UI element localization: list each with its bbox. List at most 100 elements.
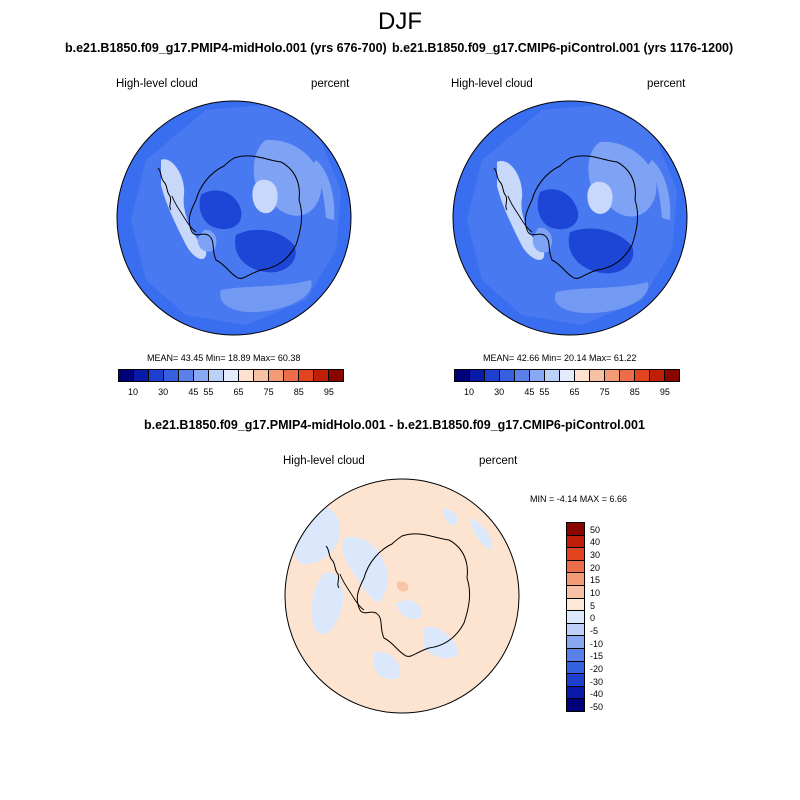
right-colorbar bbox=[454, 369, 680, 382]
colorbar-tick-label: 30 bbox=[158, 387, 169, 397]
colorbar-swatch bbox=[269, 370, 284, 381]
colorbar-swatch bbox=[650, 370, 665, 381]
diff-colorbar bbox=[566, 522, 585, 712]
colorbar-swatch bbox=[567, 560, 584, 574]
colorbar-tick-label: 55 bbox=[539, 387, 550, 397]
colorbar-swatch bbox=[567, 636, 584, 649]
colorbar-tick-label: 45 bbox=[524, 387, 535, 397]
colorbar-swatch bbox=[635, 370, 650, 381]
colorbar-swatch bbox=[470, 370, 485, 381]
peninsula-coastline bbox=[171, 195, 197, 233]
diff-variable-label: High-level cloud bbox=[283, 455, 365, 467]
colorbar-tick-label: 50 bbox=[590, 524, 601, 535]
antarctica-coastline bbox=[524, 155, 639, 279]
colorbar-swatch bbox=[665, 370, 679, 381]
map-zone bbox=[497, 160, 545, 260]
colorbar-tick-label: 75 bbox=[599, 387, 610, 397]
figure-title: DJF bbox=[378, 8, 422, 35]
colorbar-swatch bbox=[119, 370, 134, 381]
left-colorbar bbox=[118, 369, 344, 382]
left-stats: MEAN= 43.45 Min= 18.89 Max= 60.38 bbox=[147, 353, 301, 363]
colorbar-swatch bbox=[567, 661, 584, 675]
map-zone bbox=[373, 652, 400, 680]
colorbar-swatch bbox=[560, 370, 575, 381]
diff-stats: MIN = -4.14 MAX = 6.66 bbox=[530, 494, 628, 504]
colorbar-tick-label: 55 bbox=[203, 387, 214, 397]
colorbar-tick-label: 95 bbox=[323, 387, 334, 397]
colorbar-swatch bbox=[515, 370, 530, 381]
colorbar-swatch bbox=[567, 598, 584, 612]
colorbar-swatch bbox=[134, 370, 149, 381]
colorbar-swatch bbox=[567, 611, 584, 624]
colorbar-tick-label: 30 bbox=[590, 549, 601, 560]
map-zone bbox=[311, 572, 344, 635]
map-zone bbox=[587, 181, 613, 214]
colorbar-swatch bbox=[567, 573, 584, 586]
colorbar-swatch bbox=[194, 370, 209, 381]
colorbar-swatch bbox=[239, 370, 254, 381]
colorbar-swatch bbox=[567, 699, 584, 711]
map-zone bbox=[252, 179, 278, 214]
colorbar-tick-label: 5 bbox=[590, 600, 596, 611]
colorbar-swatch bbox=[209, 370, 224, 381]
map-zone bbox=[443, 508, 458, 526]
colorbar-swatch bbox=[329, 370, 343, 381]
colorbar-swatch bbox=[567, 686, 584, 700]
left-map bbox=[116, 100, 352, 336]
colorbar-swatch bbox=[164, 370, 179, 381]
south-america-coastline bbox=[157, 167, 172, 211]
colorbar-tick-label: 10 bbox=[464, 387, 475, 397]
right-variable-label: High-level cloud bbox=[451, 78, 533, 90]
peninsula-coastline bbox=[507, 195, 533, 233]
map-zone bbox=[199, 190, 242, 230]
map-zone bbox=[396, 581, 409, 592]
colorbar-swatch bbox=[149, 370, 164, 381]
colorbar-tick-label: 10 bbox=[590, 587, 601, 598]
map-zone bbox=[312, 160, 335, 220]
map-zone bbox=[554, 282, 649, 314]
colorbar-tick-label: 40 bbox=[590, 537, 601, 548]
colorbar-swatch bbox=[567, 548, 584, 561]
right-units-label: percent bbox=[647, 78, 686, 90]
colorbar-swatch bbox=[567, 585, 584, 599]
colorbar-tick-label: 95 bbox=[659, 387, 670, 397]
south-america-coastline bbox=[493, 167, 508, 211]
colorbar-tick-label: -5 bbox=[590, 625, 599, 636]
diff-units-label: percent bbox=[479, 455, 518, 467]
right-panel-title: b.e21.B1850.f09_g17.CMIP6-piControl.001 … bbox=[392, 41, 734, 55]
colorbar-swatch bbox=[254, 370, 269, 381]
colorbar-swatch bbox=[485, 370, 500, 381]
colorbar-swatch bbox=[567, 648, 584, 662]
colorbar-swatch bbox=[500, 370, 515, 381]
colorbar-swatch bbox=[299, 370, 314, 381]
colorbar-swatch bbox=[567, 674, 584, 687]
colorbar-swatch bbox=[284, 370, 299, 381]
colorbar-swatch bbox=[179, 370, 194, 381]
left-colorbar-labels: 10 30 45 55 65 75 85 95 bbox=[118, 387, 344, 399]
colorbar-tick-label: -50 bbox=[590, 701, 604, 712]
colorbar-tick-label: -15 bbox=[590, 651, 604, 662]
map-zone bbox=[197, 229, 217, 252]
map-zone bbox=[396, 600, 423, 620]
right-colorbar-labels: 10 30 45 55 65 75 85 95 bbox=[454, 387, 680, 399]
map-zone bbox=[342, 537, 389, 603]
colorbar-tick-label: 65 bbox=[569, 387, 580, 397]
peninsula-coastline bbox=[339, 573, 365, 611]
colorbar-swatch bbox=[567, 523, 584, 536]
colorbar-swatch bbox=[575, 370, 590, 381]
colorbar-swatch bbox=[314, 370, 329, 381]
colorbar-swatch bbox=[455, 370, 470, 381]
colorbar-tick-label: 20 bbox=[590, 562, 601, 573]
map-zone bbox=[161, 159, 207, 260]
colorbar-tick-label: 85 bbox=[293, 387, 304, 397]
colorbar-tick-label: 30 bbox=[494, 387, 505, 397]
colorbar-swatch bbox=[567, 535, 584, 549]
colorbar-tick-label: 0 bbox=[590, 613, 596, 624]
left-variable-label: High-level cloud bbox=[116, 78, 198, 90]
colorbar-tick-label: 10 bbox=[128, 387, 139, 397]
right-map bbox=[452, 100, 688, 336]
diff-colorbar-labels: 50 40 30 20 15 10 5 0 -5 -10 -15 -20 -30 -40 -50 bbox=[590, 522, 630, 712]
colorbar-tick-label: 15 bbox=[590, 575, 601, 586]
colorbar-tick-label: -30 bbox=[590, 676, 604, 687]
colorbar-swatch bbox=[545, 370, 560, 381]
